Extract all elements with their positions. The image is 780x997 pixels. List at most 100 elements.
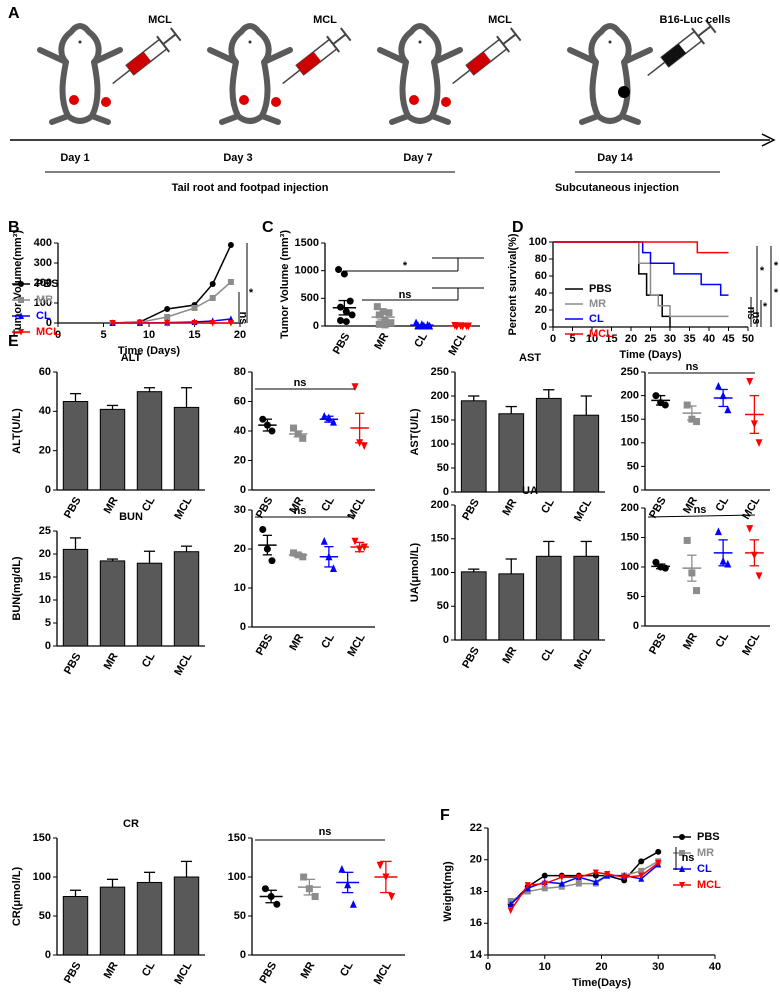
significance-line: [647, 514, 756, 518]
day-label: Day 3: [223, 152, 252, 164]
marker: [679, 834, 685, 840]
y-tick-label: 0: [443, 486, 449, 498]
y-tick-label: 250: [621, 366, 639, 378]
marker: [348, 311, 356, 319]
marker: [724, 405, 732, 414]
x-tick-label: MR: [287, 632, 306, 653]
bar: [62, 401, 89, 491]
y-tick-label: 10: [39, 594, 51, 606]
x-tick-label: 40: [703, 333, 715, 345]
y-tick-label: 1500: [295, 237, 319, 249]
x-tick-label: 30: [664, 333, 676, 345]
marker: [638, 872, 645, 880]
x-tick-label: CL: [539, 497, 557, 516]
x-tick-label: 20: [234, 329, 246, 341]
y-tick-label: 0: [45, 949, 51, 961]
marker: [338, 865, 346, 873]
x-tick-label: 0: [485, 961, 491, 973]
y-tick-label: 15: [39, 571, 51, 583]
marker: [541, 872, 548, 879]
marker: [679, 850, 685, 856]
y-tick-label: 40: [535, 287, 547, 299]
x-tick-label: 0: [55, 329, 61, 341]
mouse: [210, 26, 290, 122]
x-tick-label: PBS: [254, 632, 276, 658]
panel-label: A: [8, 5, 20, 22]
marker: [335, 266, 343, 274]
x-tick-label: PBS: [258, 960, 280, 986]
y-tick-label: 200: [621, 390, 639, 402]
y-tick-label: 500: [301, 292, 319, 304]
marker: [679, 882, 685, 889]
bar: [573, 555, 600, 641]
marker: [311, 893, 319, 900]
x-tick-label: MR: [299, 960, 318, 981]
marker: [746, 525, 754, 533]
marker: [18, 312, 24, 319]
x-tick-label: 10: [539, 961, 551, 973]
y-tick-label: 0: [46, 317, 52, 329]
marker: [191, 320, 198, 327]
x-tick-label: 5: [100, 329, 106, 341]
y-tick-label: 20: [535, 304, 547, 316]
y-axis-label: Tumor Volume(mm³): [12, 230, 24, 336]
marker: [259, 526, 267, 533]
y-tick-label: 60: [234, 395, 246, 407]
marker: [209, 320, 216, 327]
x-tick-label: CL: [539, 645, 557, 664]
y-tick-label: 0: [240, 484, 246, 496]
marker: [558, 883, 565, 890]
significance-label: *: [774, 260, 779, 272]
x-tick-label: 15: [188, 329, 200, 341]
marker: [679, 865, 685, 872]
x-tick-label: 50: [742, 333, 754, 345]
marker: [342, 318, 350, 326]
injection-label: MCL: [488, 14, 512, 26]
marker: [18, 281, 24, 287]
marker: [227, 279, 234, 285]
y-tick-label: 16: [470, 917, 482, 929]
phase-label: Tail root and footpad injection: [172, 182, 329, 194]
marker: [381, 321, 389, 329]
significance-label: *: [763, 301, 768, 313]
marker: [18, 297, 24, 303]
y-tick-label: 20: [234, 543, 246, 555]
y-tick-label: 100: [34, 297, 52, 309]
bar: [136, 562, 163, 647]
x-tick-label: MCL: [345, 632, 367, 659]
marker: [638, 858, 645, 865]
marker: [376, 861, 384, 870]
x-tick-label: PBS: [62, 960, 84, 986]
bar: [535, 397, 562, 493]
x-tick-label: MR: [102, 960, 121, 981]
injection-label: MCL: [148, 14, 172, 26]
survival-curve: [553, 241, 729, 296]
panel-label: C: [262, 219, 274, 236]
marker: [349, 900, 357, 908]
x-tick-label: CL: [319, 632, 337, 651]
marker: [693, 587, 701, 595]
series-line: [112, 281, 232, 324]
bar: [498, 573, 525, 641]
y-tick-label: 0: [443, 634, 449, 646]
x-tick-label: MCL: [172, 960, 194, 987]
legend-label: CL: [697, 863, 712, 875]
significance-label: ns: [319, 826, 332, 838]
y-tick-label: 20: [39, 548, 51, 560]
x-tick-label: PBS: [647, 631, 669, 657]
marker: [655, 859, 662, 867]
significance-label: ns: [750, 312, 762, 325]
x-tick-label: CL: [140, 651, 158, 670]
marker: [164, 320, 171, 327]
x-tick-label: 20: [625, 333, 637, 345]
x-tick-label: MCL: [740, 495, 762, 522]
y-tick-label: 100: [529, 236, 547, 248]
x-tick-label: MCL: [172, 495, 194, 522]
marker: [337, 316, 344, 324]
marker: [693, 418, 701, 426]
x-tick-label: 35: [683, 333, 695, 345]
x-tick-label: 0: [550, 333, 556, 345]
y-axis-label: BUN(mg/dL): [11, 556, 23, 620]
y-tick-label: 150: [621, 531, 639, 543]
